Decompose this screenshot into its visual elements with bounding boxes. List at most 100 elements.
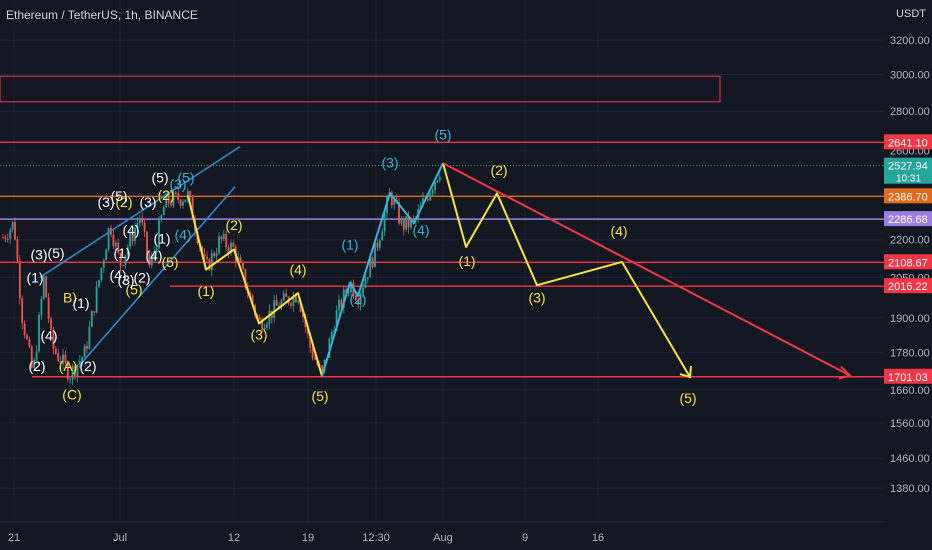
candle-body <box>359 293 362 305</box>
candle-body <box>28 339 31 347</box>
trend-arrow-line <box>442 162 851 377</box>
wave-label: (4) <box>412 222 429 238</box>
price-level-tag <box>884 188 932 204</box>
candle-body <box>35 351 38 360</box>
candle-body <box>407 216 410 228</box>
candle-body <box>249 293 252 296</box>
candle-body <box>167 193 170 204</box>
wave-label: (2) <box>133 270 150 286</box>
candle-body <box>225 233 228 248</box>
candle-body <box>251 295 254 306</box>
candle-body <box>81 357 84 361</box>
candle-body <box>189 191 192 198</box>
candle-body <box>330 332 333 339</box>
candle-body <box>215 253 218 257</box>
candle-body <box>134 228 136 242</box>
price-tick-label: 2800.00 <box>890 106 930 118</box>
candle-body <box>86 345 88 349</box>
time-tick-label: Jul <box>113 532 127 544</box>
candle-body <box>347 292 350 294</box>
candle-body <box>107 227 110 250</box>
candle-body <box>76 364 79 377</box>
candle-body <box>410 218 412 228</box>
candle-body <box>342 289 345 308</box>
candle-body <box>400 218 403 224</box>
wave-label: (1) <box>341 236 358 252</box>
wave-label: (5) <box>47 245 64 261</box>
candle-body <box>131 232 134 242</box>
candle-body <box>129 232 132 247</box>
time-tick-label: Aug <box>433 532 453 544</box>
candle-body <box>383 213 386 232</box>
candle-body <box>242 262 244 269</box>
wave-label: (3) <box>250 326 267 342</box>
candle-body <box>47 297 50 319</box>
candle-body <box>436 180 439 183</box>
wave-label: (3) <box>117 272 134 288</box>
candles <box>2 173 441 386</box>
wave-label: (5) <box>679 390 696 406</box>
candle-body <box>282 293 285 301</box>
candle-body <box>203 254 206 257</box>
price-level-tag-text: 2286.68 <box>888 214 928 226</box>
channel-line <box>39 145 241 279</box>
price-level-tag <box>884 278 932 294</box>
wave-label: (2) <box>28 358 45 374</box>
currency-label[interactable]: USDT <box>896 8 926 20</box>
wave-label: (4) <box>174 227 191 243</box>
candle-body <box>321 365 324 372</box>
candle-body <box>21 298 24 324</box>
candle-body <box>155 248 158 252</box>
candle-body <box>335 310 338 331</box>
candle-body <box>54 348 57 354</box>
candle-body <box>405 216 408 230</box>
price-level-tag <box>884 157 932 184</box>
wave-label: (5) <box>311 388 328 404</box>
candle-body <box>88 326 91 349</box>
candle-body <box>102 260 105 268</box>
candle-body <box>117 242 120 253</box>
wave-label: (2) <box>225 217 242 233</box>
candle-body <box>239 257 242 263</box>
symbol-title: Ethereum / TetherUS, 1h, BINANCE <box>6 8 198 22</box>
candle-body <box>220 236 223 240</box>
candle-body <box>213 253 216 257</box>
candle-body <box>165 193 168 208</box>
candle-body <box>45 276 48 298</box>
price-level-tag-text: 2016.22 <box>888 281 928 293</box>
trend-arrow-head <box>838 365 852 380</box>
candle-body <box>232 242 235 248</box>
projected-wave-yellow <box>442 162 691 378</box>
wave-label: (4) <box>40 328 57 344</box>
wave-label: B) <box>63 290 77 306</box>
candle-body <box>9 229 12 239</box>
candle-body <box>124 255 127 266</box>
candle-body <box>314 357 316 360</box>
candle-body <box>263 327 266 330</box>
candle-body <box>290 303 292 306</box>
candle-body <box>186 191 189 200</box>
trend-channel <box>39 145 241 366</box>
candle-body <box>4 237 7 239</box>
candle-body <box>150 256 153 266</box>
candle-body <box>105 249 108 261</box>
candle-body <box>66 362 69 380</box>
candle-body <box>177 193 180 200</box>
candle-body <box>340 299 343 308</box>
candle-body <box>354 295 357 300</box>
wave-label: (3) <box>30 246 47 262</box>
wave-label: (5) <box>110 188 127 204</box>
candle-body <box>311 347 314 358</box>
candle-body <box>90 311 93 327</box>
candle-body <box>297 300 300 303</box>
candle-body <box>100 267 103 281</box>
candle-body <box>184 199 187 202</box>
candle-body <box>78 360 81 365</box>
candle-body <box>64 354 67 363</box>
wave-label: (2) <box>115 194 132 210</box>
candle-body <box>426 199 429 201</box>
candle-body <box>74 365 76 377</box>
candle-body <box>16 239 19 261</box>
candle-body <box>179 199 182 206</box>
